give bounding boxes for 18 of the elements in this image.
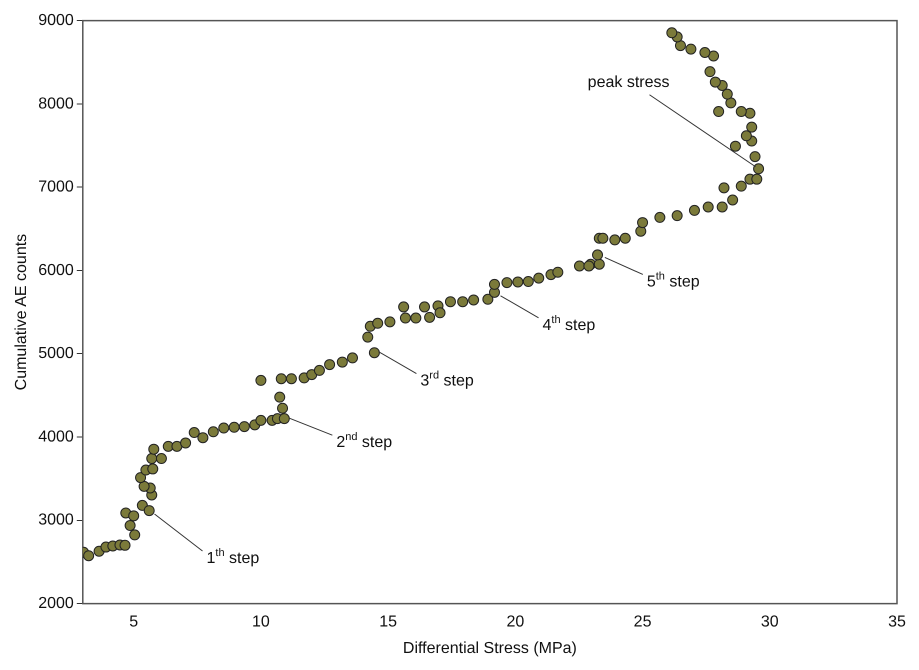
annotation: peak stress (588, 74, 670, 91)
y-tick-label: 7000 (38, 178, 74, 196)
x-axis-title: Differential Stress (MPa) (402, 640, 577, 657)
x-tick-label: 25 (634, 614, 652, 631)
y-tick-label: 2000 (38, 595, 74, 612)
x-tick-label: 20 (506, 614, 524, 631)
x-tick-label: 30 (760, 614, 779, 631)
y-axis-title: Cumulative AE counts (13, 234, 30, 390)
x-tick-label: 5 (129, 614, 138, 631)
y-tick-label: 8000 (38, 95, 74, 112)
x-tick-label: 10 (252, 614, 270, 631)
x-tick-label: 15 (379, 614, 398, 631)
y-tick-label: 4000 (38, 428, 74, 446)
x-tick-label: 35 (888, 614, 906, 631)
y-tick-label: 3000 (38, 512, 74, 529)
y-tick-label: 9000 (38, 12, 74, 30)
y-tick-label: 6000 (38, 262, 74, 279)
y-tick-label: 5000 (38, 345, 74, 362)
